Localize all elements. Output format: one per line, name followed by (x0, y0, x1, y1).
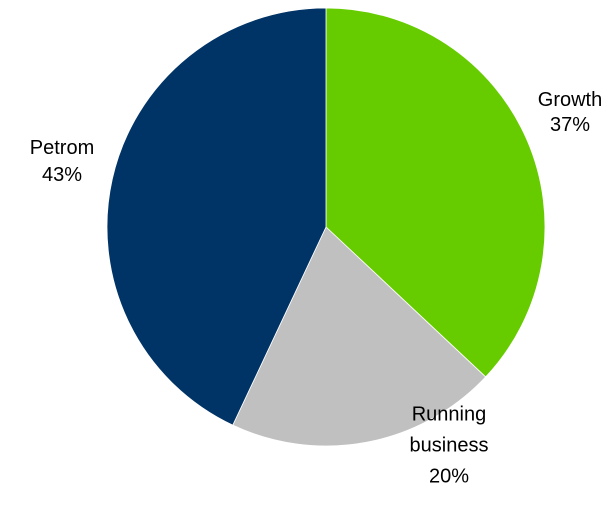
data-label-category: Petrom (30, 137, 94, 159)
data-label-value: 37% (550, 114, 590, 136)
pie-slice-growth (325, 7, 546, 378)
data-label-value: 20% (429, 465, 469, 487)
data-label-category: business (410, 434, 489, 456)
data-label-category: Growth (538, 89, 602, 111)
data-label-category: Running (412, 403, 487, 425)
pie-labels: Growth 37% Running business 20% Petrom 43% (30, 89, 602, 488)
pie-slice-petrom (106, 7, 327, 426)
pie-label-growth: Growth 37% (538, 89, 602, 136)
pie-label-petrom: Petrom 43% (30, 137, 94, 186)
pie-label-running-business: Running business 20% (410, 403, 489, 487)
data-label-value: 43% (42, 164, 82, 186)
pie-slice-running-business (232, 226, 487, 447)
pie-slices (106, 7, 546, 447)
